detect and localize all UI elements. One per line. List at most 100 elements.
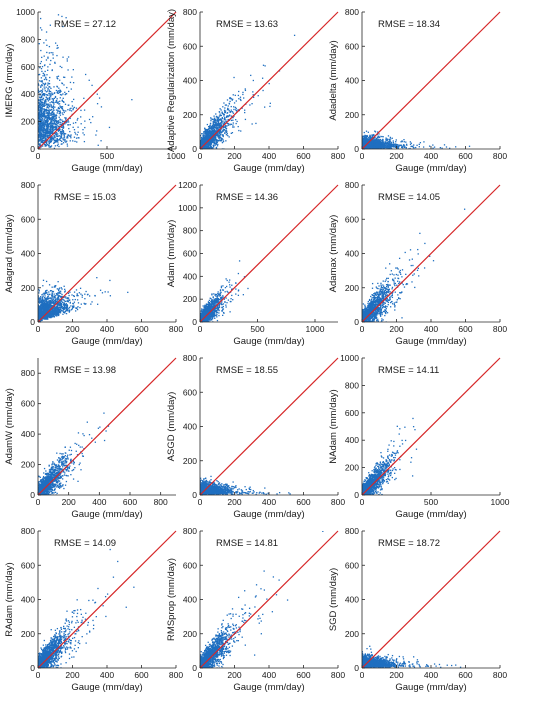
scatter-point xyxy=(233,126,234,127)
scatter-point xyxy=(60,112,61,113)
scatter-point xyxy=(62,93,63,94)
scatter-point xyxy=(381,143,382,144)
scatter-point xyxy=(61,67,62,68)
scatter-point xyxy=(77,299,78,300)
scatter-point xyxy=(63,142,64,143)
scatter-point xyxy=(48,112,49,113)
scatter-point xyxy=(41,106,42,107)
scatter-point xyxy=(390,138,391,139)
scatter-point xyxy=(47,57,48,58)
scatter-point xyxy=(68,135,69,136)
scatter-point xyxy=(48,131,49,132)
scatter-point xyxy=(43,93,44,94)
scatter-point xyxy=(255,123,256,124)
scatter-point xyxy=(49,130,50,131)
scatter-point xyxy=(242,94,243,95)
scatter-point xyxy=(413,144,414,145)
scatter-point xyxy=(63,102,64,103)
scatter-point xyxy=(402,147,403,148)
scatter-point xyxy=(64,112,65,113)
scatter-point xyxy=(40,85,41,86)
scatter-point xyxy=(97,94,98,95)
scatter-point xyxy=(61,288,62,289)
scatter-point xyxy=(49,52,50,53)
scatter-point xyxy=(46,143,47,144)
scatter-point xyxy=(49,91,50,92)
scatter-point xyxy=(379,140,380,141)
scatter-point xyxy=(65,142,66,143)
scatter-point xyxy=(56,76,57,77)
scatter-point xyxy=(49,294,50,295)
scatter-point xyxy=(79,307,80,308)
x-tick-label: 400 xyxy=(424,151,438,161)
scatter-point xyxy=(383,136,384,137)
scatter-point xyxy=(73,127,74,128)
scatter-point xyxy=(385,147,386,148)
scatter-point xyxy=(84,141,85,142)
scatter-point xyxy=(379,145,380,146)
scatter-point xyxy=(55,286,56,287)
scatter-point xyxy=(208,132,209,133)
scatter-point xyxy=(96,130,97,131)
scatter-point xyxy=(52,94,53,95)
scatter-point xyxy=(216,127,217,128)
scatter-point xyxy=(228,115,229,116)
scatter-point xyxy=(240,97,241,98)
scatter-point xyxy=(40,87,41,88)
scatter-point xyxy=(45,77,46,78)
scatter-point xyxy=(95,134,96,135)
scatter-point xyxy=(401,146,402,147)
scatter-point xyxy=(64,301,65,302)
scatter-point xyxy=(101,106,102,107)
scatter-point xyxy=(233,122,234,123)
scatter-point xyxy=(205,141,206,142)
scatter-point xyxy=(56,100,57,101)
x-axis-label: Gauge (mm/day) xyxy=(233,163,304,174)
scatter-point xyxy=(59,117,60,118)
x-tick-label: 400 xyxy=(262,151,276,161)
scatter-point xyxy=(74,302,75,303)
scatter-point xyxy=(222,139,223,140)
scatter-point xyxy=(50,96,51,97)
scatter-point xyxy=(389,141,390,142)
scatter-point xyxy=(85,303,86,304)
x-tick-label: 600 xyxy=(458,151,472,161)
y-tick-label: 0 xyxy=(192,144,197,154)
scatter-point xyxy=(76,289,77,290)
scatter-point xyxy=(376,144,377,145)
scatter-point xyxy=(68,91,69,92)
scatter-point xyxy=(53,143,54,144)
scatter-point xyxy=(53,99,54,100)
scatter-point xyxy=(74,291,75,292)
scatter-point xyxy=(45,39,46,40)
scatter-point xyxy=(53,86,54,87)
x-tick-label: 200 xyxy=(227,151,241,161)
scatter-point xyxy=(45,94,46,95)
y-tick-label: 800 xyxy=(345,7,359,17)
scatter-point xyxy=(70,140,71,141)
scatter-point xyxy=(51,123,52,124)
scatter-point xyxy=(233,94,234,95)
scatter-point xyxy=(224,107,225,108)
scatter-point xyxy=(224,117,225,118)
scatter-point xyxy=(50,93,51,94)
scatter-point xyxy=(41,104,42,105)
scatter-point xyxy=(238,130,239,131)
scatter-point xyxy=(50,115,51,116)
scatter-point xyxy=(233,77,234,78)
scatter-point xyxy=(73,303,74,304)
scatter-point xyxy=(382,146,383,147)
scatter-point xyxy=(48,83,49,84)
scatter-point xyxy=(406,147,407,148)
scatter-point xyxy=(269,83,270,84)
scatter-point xyxy=(67,137,68,138)
scatter-point xyxy=(83,98,84,99)
scatter-point xyxy=(61,16,62,17)
scatter-point xyxy=(235,95,236,96)
scatter-point xyxy=(45,110,46,111)
scatter-point xyxy=(53,104,54,105)
scatter-point xyxy=(59,305,60,306)
scatter-point xyxy=(42,91,43,92)
scatter-point xyxy=(64,77,65,78)
